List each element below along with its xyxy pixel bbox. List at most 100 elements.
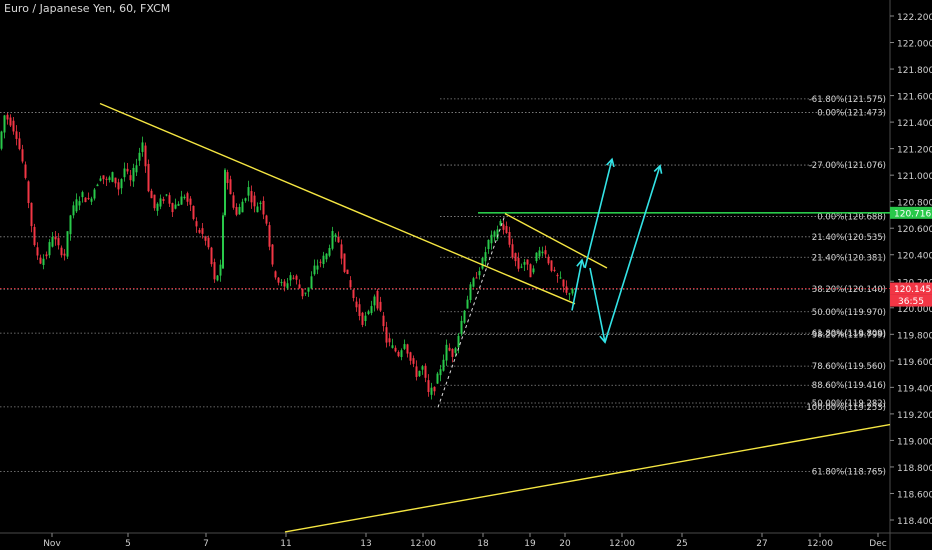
candle-body — [232, 195, 235, 208]
candle-body — [526, 259, 529, 265]
candle-body — [135, 165, 138, 173]
y-tick-label: 119.600 — [897, 358, 932, 368]
candle-body — [412, 358, 415, 364]
candle-body — [144, 145, 147, 167]
candle-body — [475, 277, 478, 279]
candle-body — [235, 207, 238, 215]
candle-body — [355, 301, 358, 308]
candle-body — [541, 251, 544, 254]
candle-body — [310, 276, 313, 289]
projection-arrowhead — [605, 157, 615, 168]
candle-body — [201, 228, 204, 234]
candle-body — [72, 205, 75, 216]
candle-body — [472, 278, 475, 287]
candle-body — [523, 262, 526, 265]
projection-arrow — [571, 259, 583, 311]
candle-body — [496, 229, 499, 239]
candle-body — [376, 290, 379, 309]
candle-body — [511, 244, 514, 258]
candle-body — [409, 352, 412, 361]
x-tick-label: 7 — [203, 539, 209, 549]
candle-body — [247, 187, 250, 196]
candle-body — [547, 256, 550, 264]
candle-body — [367, 311, 370, 315]
candle-body — [484, 252, 487, 262]
candle-body — [391, 345, 394, 348]
candle-body — [189, 198, 192, 205]
candle-body — [280, 282, 283, 284]
candle-body — [63, 253, 66, 256]
candle-body — [430, 387, 433, 395]
candle-body — [156, 203, 159, 211]
candle-body — [283, 281, 286, 287]
x-tick-label: Nov — [43, 539, 61, 549]
projection-arrow — [604, 165, 661, 343]
fib-level-label: 61.80%(119.809) — [812, 329, 886, 339]
candle-body — [222, 215, 224, 269]
x-tick-label: 19 — [524, 539, 536, 549]
projection-arrowhead — [576, 258, 586, 268]
candle-body — [463, 310, 466, 323]
y-tick-label: 118.400 — [897, 517, 932, 527]
candle-body — [171, 203, 174, 213]
x-tick-label: 25 — [676, 539, 687, 549]
fib-level-label: 38.20%(119.799) — [812, 330, 886, 340]
candle-body — [150, 190, 153, 199]
fib-level-label: 50.00%(119.970) — [812, 308, 886, 318]
y-tick-label: 119.800 — [897, 331, 932, 341]
candle-body — [421, 366, 424, 370]
x-tick-label: 18 — [477, 539, 489, 549]
candle-body — [51, 236, 54, 247]
fib-level-label: 0.00%(121.473) — [817, 108, 886, 118]
candle-body — [292, 277, 295, 279]
fib-level-label: -27.00%(121.076) — [809, 161, 886, 171]
candle-body — [316, 265, 319, 270]
candle-body — [39, 257, 42, 264]
candle-body — [265, 215, 268, 224]
candle-body — [373, 296, 376, 306]
candle-body — [21, 149, 24, 162]
candle-body — [78, 201, 81, 206]
candle-body — [550, 260, 553, 271]
candle-body — [262, 200, 265, 215]
x-tick-label: Dec — [869, 539, 886, 549]
candle-body — [177, 203, 180, 206]
candle-body — [301, 288, 304, 297]
candle-body — [313, 265, 316, 275]
candle-body — [153, 194, 156, 209]
candle-body — [529, 264, 532, 278]
y-tick-label: 121.800 — [897, 66, 932, 76]
candle-body — [27, 181, 30, 204]
y-tick-label: 121.400 — [897, 119, 932, 129]
candle-body — [57, 238, 60, 246]
channel-top-line — [504, 213, 608, 269]
candle-body — [553, 269, 556, 271]
x-tick-label: 12:00 — [410, 539, 436, 549]
candle-body — [346, 269, 349, 274]
candle-body — [224, 169, 226, 216]
candle-body — [105, 178, 108, 180]
y-tick-label: 122.000 — [897, 40, 932, 50]
x-tick-label: 5 — [125, 539, 131, 549]
candle-body — [337, 237, 340, 243]
candle-body — [418, 370, 421, 377]
candle-body — [186, 193, 189, 202]
candle-body — [132, 167, 135, 182]
candle-body — [436, 373, 439, 384]
candle-body — [424, 365, 427, 378]
candle-body — [397, 352, 400, 357]
candle-body — [198, 229, 201, 233]
candle-body — [289, 275, 292, 281]
x-tick-label: 12:00 — [609, 539, 635, 549]
candle-body — [469, 284, 472, 301]
candle-body — [271, 244, 274, 265]
price-tag — [890, 206, 932, 219]
candle-body — [490, 234, 493, 244]
candle-body — [322, 255, 325, 264]
fib-level-label: 50.00%(119.282) — [812, 399, 886, 409]
candle-body — [328, 248, 331, 256]
candle-body — [168, 195, 171, 204]
candle-body — [111, 172, 114, 182]
projection-arrowhead — [653, 164, 663, 174]
